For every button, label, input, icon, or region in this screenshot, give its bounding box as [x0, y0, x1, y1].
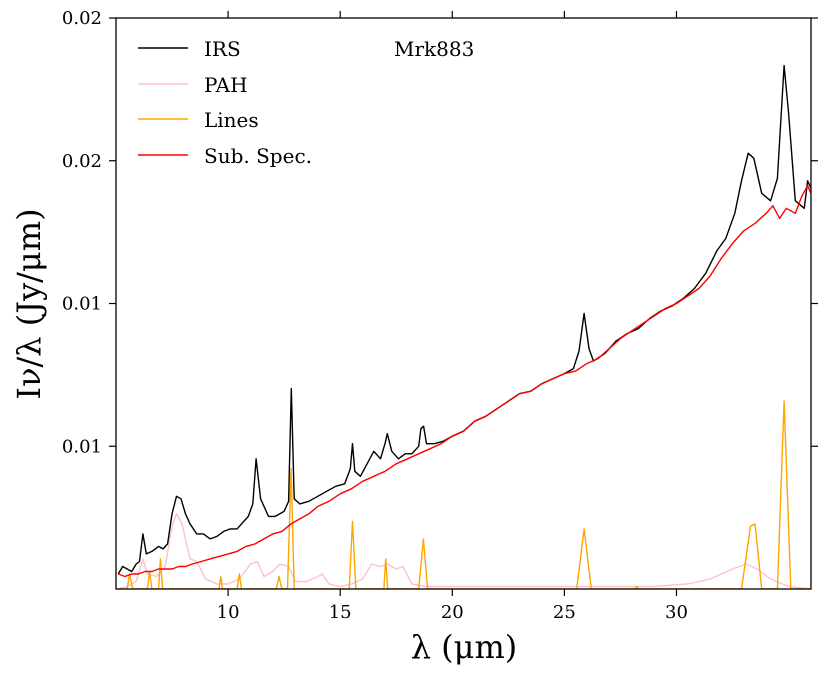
y-tick-label: 0.02: [62, 151, 102, 172]
legend-label-pah: PAH: [204, 73, 248, 97]
x-tick-label: 10: [217, 602, 240, 623]
y-tick-label: 0.01: [62, 436, 102, 457]
legend-label-irs: IRS: [204, 37, 241, 61]
series-line-pah: [118, 513, 811, 589]
y-tick-label: 0.01: [62, 294, 102, 315]
legend-label-lines: Lines: [204, 108, 259, 132]
series-line-irs: [117, 64, 811, 575]
x-axis-label: λ (μm): [411, 628, 518, 666]
series-line-sub-spec: [117, 185, 811, 578]
series-line-lines: [118, 400, 811, 589]
plot-frame: [115, 17, 812, 590]
tick-layer: 10 15 20 25 30 0.01 0.01 0.02 0.02: [62, 8, 818, 623]
y-axis-label: Iν/λ (Jy/μm): [10, 208, 48, 399]
legend: IRS PAH Lines Sub. Spec.: [138, 37, 312, 168]
x-tick-label: 30: [665, 602, 688, 623]
x-tick-label: 15: [329, 602, 352, 623]
chart-title: Mrk883: [394, 37, 474, 61]
legend-label-sub-spec: Sub. Spec.: [204, 144, 312, 168]
series-layer: [117, 64, 811, 589]
x-tick-label: 20: [441, 602, 464, 623]
y-tick-label: 0.02: [62, 8, 102, 29]
x-tick-label: 25: [553, 602, 576, 623]
